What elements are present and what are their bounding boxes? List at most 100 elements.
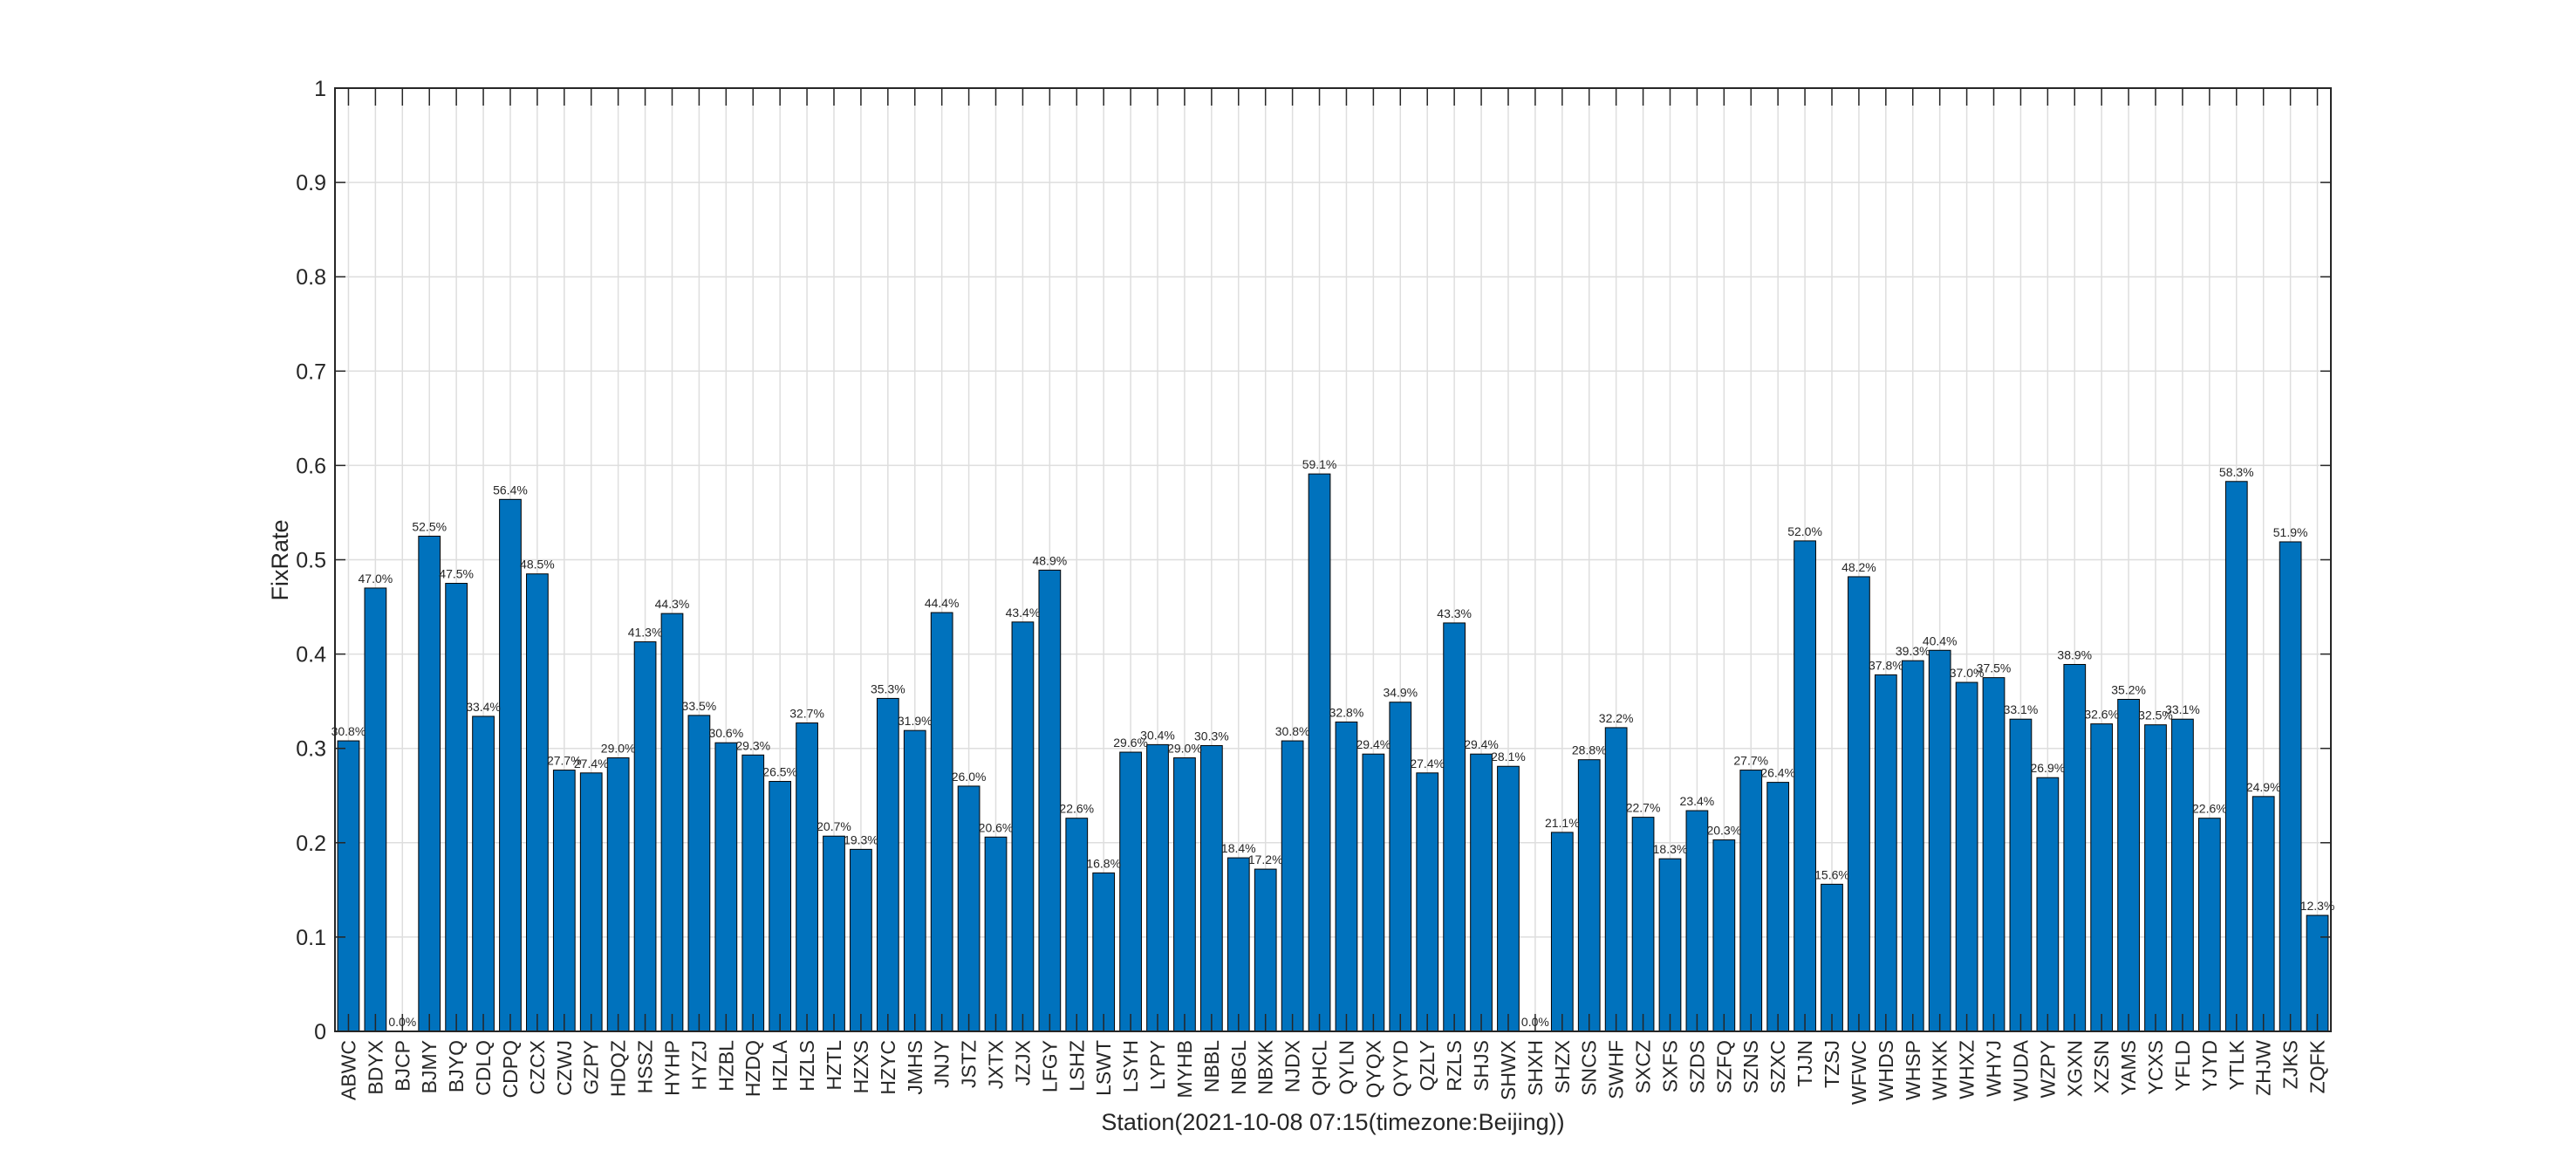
x-tick-label-hzyc: HZYC	[877, 1040, 899, 1095]
x-tick-label-ytlk: YTLK	[2225, 1039, 2248, 1090]
y-tick-label: 0.7	[296, 359, 326, 384]
data-label-hyzj: 33.5%	[682, 699, 717, 713]
bar-nbxk	[1254, 868, 1277, 1032]
x-tick-label-xgxn: XGXN	[2063, 1040, 2086, 1097]
bar-yjyd	[2197, 818, 2221, 1032]
x-tick-label-bjyq: BJYQ	[445, 1040, 468, 1092]
data-labels: 30.8% 47.0% 0.0% 52.5% 47.5% 33.4% 56.4% 48.5% 2…	[331, 457, 2335, 1029]
data-label-sxfs: 18.3%	[1653, 842, 1688, 856]
data-label-wfwc: 48.2%	[1841, 560, 1876, 574]
bar-jnjy	[930, 612, 953, 1032]
x-tick-label-czcx: CZCX	[526, 1040, 549, 1095]
bar-tzsj	[1821, 883, 1843, 1032]
data-label-hssz: 41.3%	[628, 626, 663, 640]
bar-njdx	[1281, 740, 1304, 1032]
bar-qyyd	[1389, 702, 1412, 1032]
bar-nbbl	[1199, 744, 1223, 1032]
data-label-szxc: 26.4%	[1760, 766, 1795, 780]
x-tick-label-hyhp: HYHP	[660, 1040, 683, 1096]
x-tick-label-hzla: HZLA	[769, 1039, 791, 1091]
x-tick-label-bjmy: BJMY	[418, 1040, 441, 1093]
bar-czcx	[526, 573, 549, 1032]
x-tick-label-myhb: MYHB	[1173, 1040, 1196, 1098]
data-label-tjjn: 52.0%	[1787, 524, 1822, 538]
bar-hssz	[633, 641, 657, 1032]
data-label-zhjw: 24.9%	[2246, 780, 2281, 794]
bar-bdyx	[364, 587, 387, 1032]
bar-tjjn	[1794, 540, 1816, 1032]
x-tick-label-hssz: HSSZ	[634, 1040, 657, 1093]
axes: 0 0.1 0.2 0.3 0.4 0.5 0.6 0.7 0.8 0.9 1 ABWC BDYX BJC…	[296, 77, 2332, 1105]
data-label-xgxn: 38.9%	[2057, 647, 2092, 661]
bar-hzls	[796, 722, 818, 1032]
x-tick-label-hdqz: HDQZ	[607, 1040, 630, 1097]
bar-zjks	[2279, 541, 2302, 1032]
bar-hztl	[823, 835, 845, 1032]
bar-shwx	[1497, 765, 1520, 1032]
x-tick-label-ycxs: YCXS	[2144, 1040, 2167, 1095]
x-tick-label-lsyh: LSYH	[1119, 1040, 1142, 1092]
x-tick-label-cdpq: CDPQ	[499, 1040, 522, 1098]
bar-ytlk	[2224, 481, 2248, 1032]
y-tick-label: 0.8	[296, 265, 326, 290]
x-axis-title: Station(2021-10-08 07:15(timezone:Beijin…	[1101, 1109, 1564, 1135]
y-tick-label: 0.6	[296, 454, 326, 478]
x-tick-label-wfwc: WFWC	[1848, 1040, 1870, 1105]
bar-hdqz	[606, 757, 630, 1032]
bar-hzdq	[741, 754, 765, 1032]
data-label-cdlq: 33.4%	[466, 700, 501, 714]
x-tick-label-hzxs: HZXS	[850, 1040, 872, 1093]
data-label-shxh: 0.0%	[1521, 1015, 1549, 1029]
data-label-rzls: 43.3%	[1437, 606, 1472, 620]
x-tick-label-bdyx: BDYX	[364, 1040, 386, 1095]
x-tick-label-xzsn: XZSN	[2090, 1040, 2113, 1093]
y-tick-label: 0.2	[296, 832, 326, 856]
x-tick-label-whsp: WHSP	[1902, 1040, 1924, 1100]
bar-cdlq	[472, 716, 495, 1032]
data-label-wuda: 33.1%	[2004, 702, 2039, 716]
x-tick-label-njdx: NJDX	[1281, 1040, 1304, 1092]
data-label-hzdq: 29.3%	[735, 738, 770, 752]
data-label-lshz: 22.6%	[1059, 802, 1094, 816]
x-tick-label-qyln: QYLN	[1335, 1040, 1357, 1095]
bar-swhf	[1604, 727, 1628, 1032]
bar-whsp	[1901, 660, 1924, 1032]
x-tick-label-sncs: SNCS	[1578, 1040, 1601, 1096]
bar-xzsn	[2090, 723, 2114, 1032]
bar-qzly	[1416, 772, 1439, 1032]
x-tick-label-shjs: SHJS	[1470, 1040, 1493, 1092]
x-tick-label-lshz: LSHZ	[1065, 1040, 1088, 1092]
data-label-hzla: 26.5%	[762, 765, 797, 779]
x-tick-label-nbxk: NBXK	[1254, 1039, 1277, 1094]
x-tick-label-nbgl: NBGL	[1227, 1040, 1250, 1095]
x-tick-label-jstz: JSTZ	[958, 1040, 981, 1088]
x-tick-label-shxh: SHXH	[1524, 1040, 1547, 1096]
x-tick-label-rzls: RZLS	[1443, 1040, 1466, 1092]
data-label-lypy: 30.4%	[1140, 728, 1175, 742]
data-label-ycxs: 32.5%	[2138, 709, 2173, 722]
bar-zhjw	[2251, 796, 2275, 1032]
x-tick-label-hzls: HZLS	[796, 1040, 818, 1092]
x-tick-label-szfq: SZFQ	[1712, 1040, 1735, 1093]
x-tick-label-czwj: CZWJ	[553, 1040, 576, 1096]
data-label-hzyc: 35.3%	[871, 681, 905, 695]
data-label-wzpy: 26.9%	[2030, 761, 2065, 775]
bar-hyhp	[660, 613, 684, 1032]
x-tick-label-bjcp: BJCP	[391, 1040, 413, 1092]
data-label-yams: 35.2%	[2111, 682, 2146, 696]
x-tick-label-szns: SZNS	[1739, 1040, 1762, 1093]
x-tick-label-tjjn: TJJN	[1794, 1040, 1816, 1087]
data-label-czcx: 48.5%	[520, 558, 555, 572]
bar-whxz	[1955, 681, 1978, 1032]
bar-czwj	[552, 770, 576, 1032]
x-tick-label-jzjx: JZJX	[1011, 1040, 1034, 1085]
x-tick-label-sxcz: SXCZ	[1632, 1040, 1655, 1093]
data-label-zjks: 51.9%	[2273, 525, 2308, 539]
data-label-whsp: 39.3%	[1896, 644, 1930, 658]
bar-szxc	[1766, 782, 1790, 1032]
x-tick-label-hzbl: HZBL	[714, 1040, 737, 1092]
x-tick-label-qyqx: QYQX	[1362, 1040, 1384, 1098]
bar-xgxn	[2063, 663, 2087, 1032]
bar-lfgy	[1038, 569, 1062, 1032]
